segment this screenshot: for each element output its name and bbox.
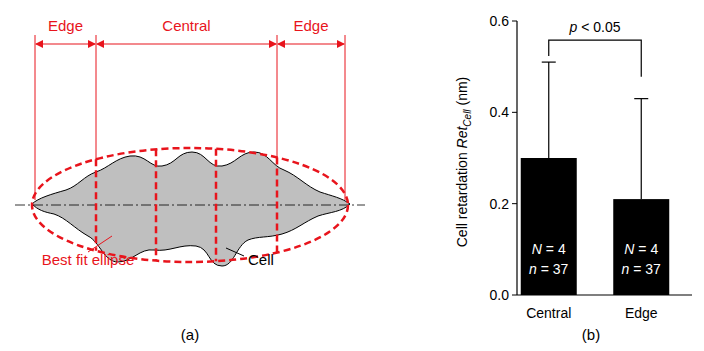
y-tick [512,112,517,113]
figure: Edge Central Edge Best fit ellipse Cell (a) 0.… [0,0,704,351]
ellipse-label: Best fit ellipse [42,251,135,268]
y-axis [516,21,517,295]
y-label-part: Cell retardation [454,148,470,247]
bar-note: N = 4 [532,241,566,257]
extension-line [345,35,346,200]
text-rest: = 37 [537,261,569,277]
y-tick-label: 0.6 [490,13,510,29]
leader-line [88,236,112,252]
dimension-line [97,43,276,44]
y-axis-label: Cell retardation RetCell (nm) [454,77,473,248]
symbol: n [622,261,630,277]
y-tick-label: 0.2 [490,196,510,212]
bar-note: n = 37 [622,261,662,277]
region-label: Edge [293,17,328,34]
panel-label: (a) [181,326,199,343]
error-cap [634,98,648,99]
bar [613,199,669,295]
error-bar [634,99,648,199]
y-tick-label: 0.0 [490,287,510,303]
text-rest: = 4 [542,241,566,257]
y-tick [512,21,517,22]
symbol: n [529,261,537,277]
leader-line [226,248,244,256]
x-axis [517,294,692,295]
bar [521,158,577,295]
text-rest: = 37 [629,261,661,277]
region-label: Edge [48,17,83,34]
y-tick-label: 0.4 [490,104,510,120]
y-tick [512,203,517,204]
symbol: p [569,19,578,35]
extension-line [277,35,278,160]
division-line [155,149,158,260]
error-stem [548,62,549,158]
x-tick-label: Edge [625,305,658,321]
error-bar [542,62,556,158]
significance-bracket [549,40,642,77]
error-cap [542,61,556,62]
dimension-line [36,43,95,44]
y-label-part: Cell [462,109,473,127]
bar-note: N = 4 [624,241,658,257]
division-line [276,157,279,252]
division-line [215,149,218,261]
best-fit-ellipse [32,148,348,262]
cell-label: Cell [248,251,274,268]
center-line [15,205,365,206]
significance-label: p < 0.05 [569,19,621,35]
plot-area [521,62,670,295]
panel-label: (b) [582,326,600,343]
division-line [95,159,98,251]
text-rest: < 0.05 [577,19,620,35]
x-tick-label: Central [526,305,571,321]
region-label: Central [162,17,210,34]
cell-shape [32,152,350,266]
y-label-part: Ret [454,126,470,149]
extension-line [35,35,36,200]
bar-note: n = 37 [529,261,569,277]
extension-line [96,35,97,160]
text-rest: = 4 [634,241,658,257]
y-label-part: (nm) [454,77,470,110]
y-tick [512,295,517,296]
error-stem [641,99,642,199]
dimension-line [278,43,344,44]
